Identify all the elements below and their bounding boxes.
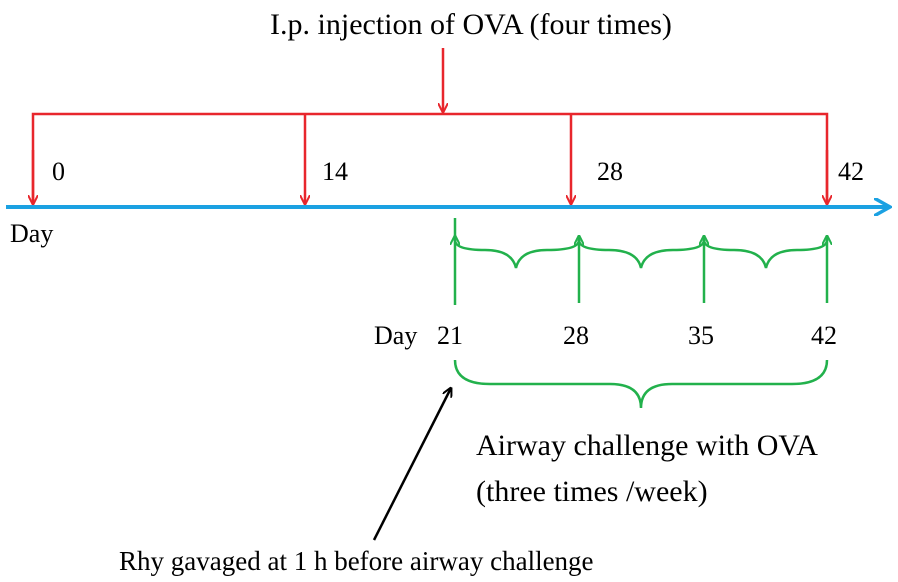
challenge-label-line2: (three times /week) (476, 475, 708, 508)
injection-day-label: 28 (597, 157, 623, 186)
rhy-note: Rhy gavaged at 1 h before airway challen… (119, 546, 594, 576)
injection-bracket (31, 112, 829, 200)
rhy-pointer-arrow (372, 388, 451, 541)
challenge-day-label: 28 (563, 321, 589, 350)
injection-title: I.p. injection of OVA (four times) (270, 8, 672, 41)
injection-day-label: 14 (322, 157, 348, 186)
injection-day-label: 0 (52, 157, 65, 186)
week-brace (702, 239, 829, 269)
injection-day-label: 42 (838, 157, 864, 186)
challenge-day-label: 42 (811, 321, 837, 350)
week-brace (577, 239, 706, 269)
week-brace (453, 239, 581, 269)
challenge-day-label: 35 (688, 321, 714, 350)
challenge-day-prefix: Day (374, 321, 417, 350)
challenge-day-label: 21 (437, 321, 463, 350)
challenge-label-line1: Airway challenge with OVA (476, 429, 818, 462)
timeline-day-label: Day (10, 219, 53, 248)
challenge-period-brace (453, 359, 829, 409)
